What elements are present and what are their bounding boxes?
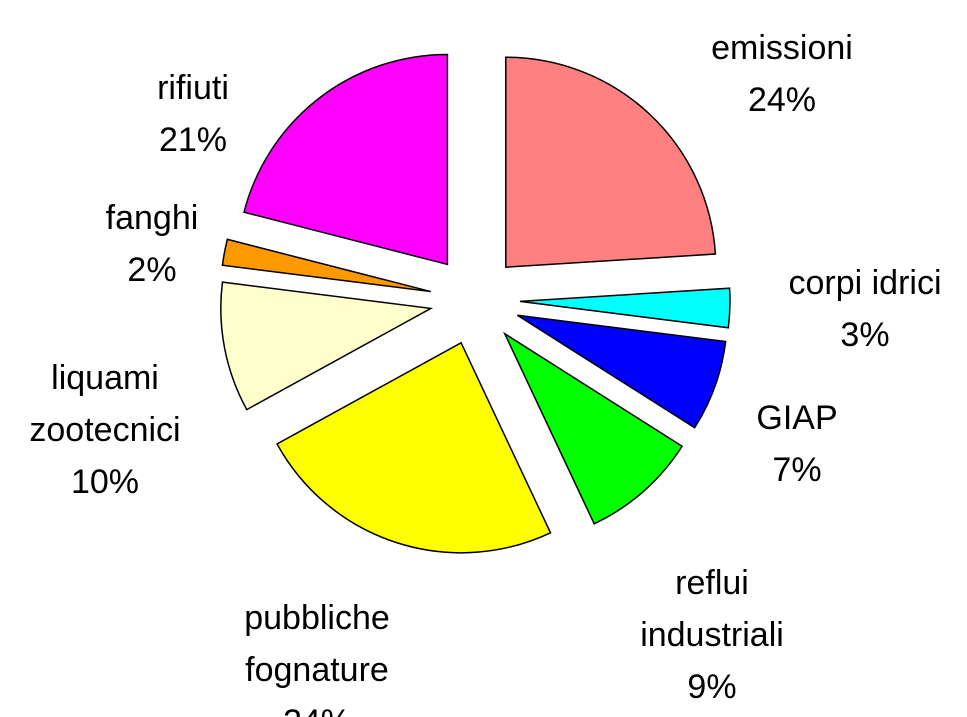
value-label: 2% <box>127 251 176 289</box>
category-label: corpi idrici <box>788 264 941 302</box>
slice-label: fanghi 2% <box>106 199 199 289</box>
slice-label: pubbliche fognature 24% <box>244 599 390 717</box>
pie-slice <box>519 287 731 329</box>
category-label: liquami zootecnici <box>29 359 180 449</box>
pie-slice <box>243 53 449 266</box>
category-label-line: liquami <box>51 359 159 397</box>
pie-slice <box>221 238 431 293</box>
value-label: 9% <box>687 668 736 706</box>
category-label: emissioni <box>711 29 853 67</box>
slice-label: GIAP 7% <box>756 399 837 489</box>
category-label: pubbliche fognature <box>244 599 390 689</box>
category-label: fanghi <box>106 199 199 237</box>
value-label: 10% <box>71 463 139 501</box>
value-label: 3% <box>840 316 889 354</box>
slice-label: reflui industriali 9% <box>640 564 784 706</box>
pie-slice <box>502 331 684 525</box>
value-label: 7% <box>772 451 821 489</box>
value-label: 21% <box>159 121 227 159</box>
slice-label: rifiuti 21% <box>157 69 229 159</box>
category-label-line: pubbliche <box>244 599 390 637</box>
category-label: rifiuti <box>157 69 229 107</box>
category-label-line: reflui <box>675 564 749 602</box>
value-label: 24% <box>283 703 351 717</box>
slice-label: liquami zootecnici 10% <box>29 359 180 501</box>
category-label-line: industriali <box>640 616 784 654</box>
category-label-line: zootecnici <box>29 411 180 449</box>
slice-label: emissioni 24% <box>711 29 853 119</box>
pie-slice <box>276 341 552 554</box>
slice-label: corpi idrici 3% <box>788 264 941 354</box>
category-label-line: fognature <box>245 651 389 689</box>
category-label: GIAP <box>756 399 837 437</box>
pie-slice <box>505 56 717 268</box>
value-label: 24% <box>748 81 816 119</box>
pie-slice <box>220 281 434 411</box>
category-label: reflui industriali <box>640 564 784 654</box>
pie-slice <box>516 314 727 429</box>
